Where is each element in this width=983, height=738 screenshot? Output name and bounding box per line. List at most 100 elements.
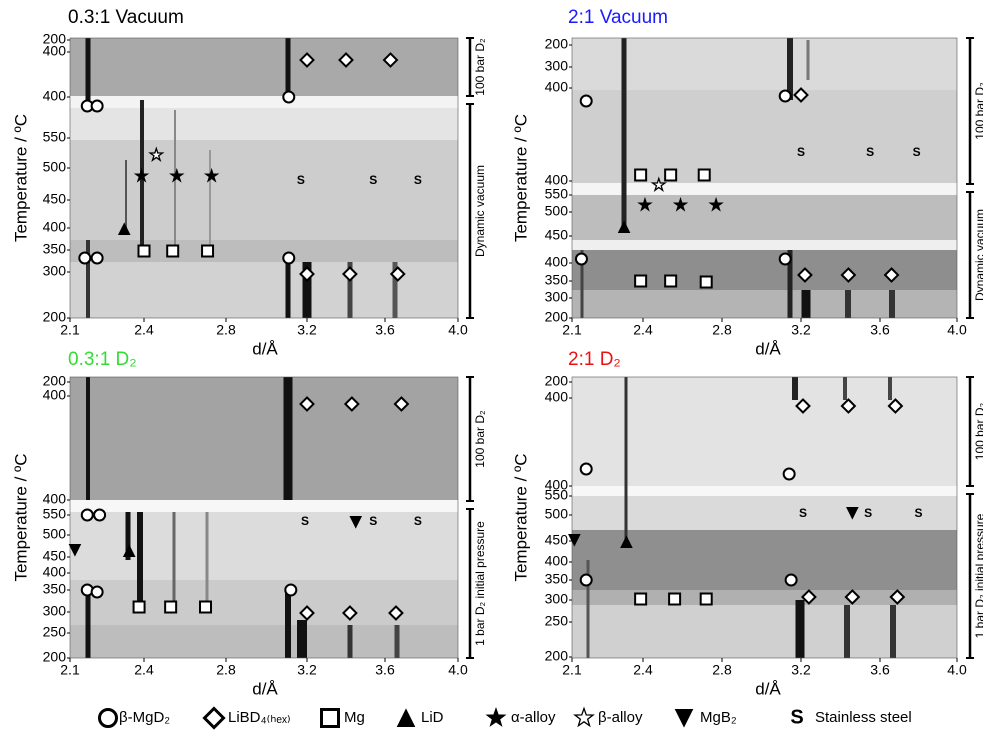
marker-circle	[778, 252, 792, 266]
y-axis-label: Temperature / ºC	[511, 114, 530, 242]
panel-title: 0.3:1 D₂	[68, 349, 137, 370]
y-tick-label: 400	[545, 389, 569, 405]
marker-square	[634, 592, 648, 606]
marker-steel: S	[414, 514, 422, 528]
marker-triangle	[620, 535, 633, 548]
marker-circle	[574, 252, 588, 266]
marker-diamond	[299, 266, 315, 282]
legend-symbol: S	[790, 706, 803, 728]
marker-square	[166, 244, 180, 258]
marker-circle	[90, 251, 104, 265]
x-tick-label: 3.2	[297, 662, 317, 678]
marker-diamond	[299, 52, 315, 68]
y-tick-label: 350	[43, 581, 67, 597]
legend-symbol	[396, 708, 416, 727]
marker-circle	[784, 573, 798, 587]
marker-star	[133, 167, 150, 183]
image-band	[572, 496, 957, 530]
y-tick-label: 550	[545, 186, 569, 202]
y-tick-label: 450	[545, 227, 569, 243]
y-tick-label: 400	[545, 477, 569, 493]
x-tick-label: 3.2	[791, 322, 811, 338]
y-tick-label: 350	[43, 241, 67, 257]
legend: β-MgD₂ LiBD₄₍ₕₑₓ₎ Mg LiD α-alloy β-alloy MgB₂ S…	[98, 706, 912, 730]
marker-steel: S	[297, 173, 305, 187]
y-tick-label: 500	[545, 203, 569, 219]
y-tick-label: 550	[43, 506, 67, 522]
plot-frame	[571, 376, 958, 659]
y-tick-label: 400	[545, 254, 569, 270]
panel-title: 2:1 D₂	[568, 349, 621, 370]
segment-label: 1 bar D₂ initial pressure	[973, 513, 983, 638]
marker-square	[699, 592, 713, 606]
image-band	[572, 486, 957, 496]
y-tick-label: 200	[43, 649, 67, 665]
image-band	[70, 512, 458, 580]
marker-circle	[90, 99, 104, 113]
legend-label: α-alloy	[511, 709, 556, 726]
marker-steel: S	[301, 514, 309, 528]
marker-square	[137, 244, 151, 258]
marker-square	[634, 274, 648, 288]
marker-diamond	[840, 398, 857, 414]
x-tick-label: 3.2	[297, 322, 317, 338]
y-tick-label: 300	[545, 58, 569, 74]
legend-symbol	[674, 709, 694, 728]
x-tick-label: 3.6	[870, 662, 890, 678]
segment-label: 100 bar D₂	[473, 38, 487, 96]
y-tick-label: 400	[545, 79, 569, 95]
marker-square	[668, 592, 682, 606]
legend-label: LiD	[421, 709, 444, 726]
marker-diamond	[800, 589, 817, 605]
marker-circle	[93, 508, 107, 522]
y-tick-label: 300	[545, 289, 569, 305]
x-axis-label: d/Å	[252, 679, 278, 698]
image-band	[70, 500, 458, 512]
marker-circle	[778, 89, 792, 103]
marker-star	[708, 196, 724, 212]
marker-diamond	[840, 267, 857, 283]
y-tick-label: 450	[545, 532, 569, 548]
marker-star	[672, 196, 689, 212]
marker-circle	[90, 585, 104, 599]
marker-circle	[80, 508, 94, 522]
legend-label: LiBD₄₍ₕₑₓ₎	[228, 709, 291, 726]
y-tick-label: 350	[545, 272, 569, 288]
x-tick-label: 4.0	[448, 662, 468, 678]
marker-circle	[579, 462, 593, 476]
image-band	[572, 377, 957, 486]
marker-star	[169, 167, 185, 183]
marker-square	[199, 600, 212, 614]
marker-diamond	[343, 396, 360, 412]
legend-label: MgB₂	[700, 709, 737, 726]
marker-diamond	[389, 266, 406, 282]
legend-symbol	[485, 706, 507, 727]
y-tick-label: 400	[43, 564, 67, 580]
marker-square	[664, 274, 678, 288]
y-tick-label: 200	[545, 36, 569, 52]
image-band	[572, 38, 957, 90]
marker-circle	[284, 583, 298, 597]
marker-steel: S	[866, 145, 874, 159]
x-tick-label: 4.0	[448, 322, 468, 338]
y-tick-label: 400	[43, 387, 67, 403]
y-tick-label: 400	[43, 491, 67, 507]
image-band	[70, 140, 458, 240]
x-tick-label: 2.8	[216, 322, 236, 338]
marker-triangle	[117, 222, 131, 235]
y-tick-label: 300	[43, 603, 67, 619]
y-tick-label: 250	[43, 624, 67, 640]
marker-circle	[579, 94, 593, 108]
y-tick-label: 250	[545, 613, 569, 629]
x-tick-label: 3.6	[375, 322, 395, 338]
marker-triangle-down	[846, 507, 859, 520]
y-tick-label: 500	[43, 159, 67, 175]
x-tick-label: 2.1	[60, 662, 80, 678]
marker-diamond	[299, 396, 315, 412]
marker-triangle	[617, 220, 631, 233]
marker-square	[699, 275, 713, 289]
segment-label: 100 bar D₂	[973, 82, 983, 140]
x-tick-label: 2.1	[562, 322, 582, 338]
